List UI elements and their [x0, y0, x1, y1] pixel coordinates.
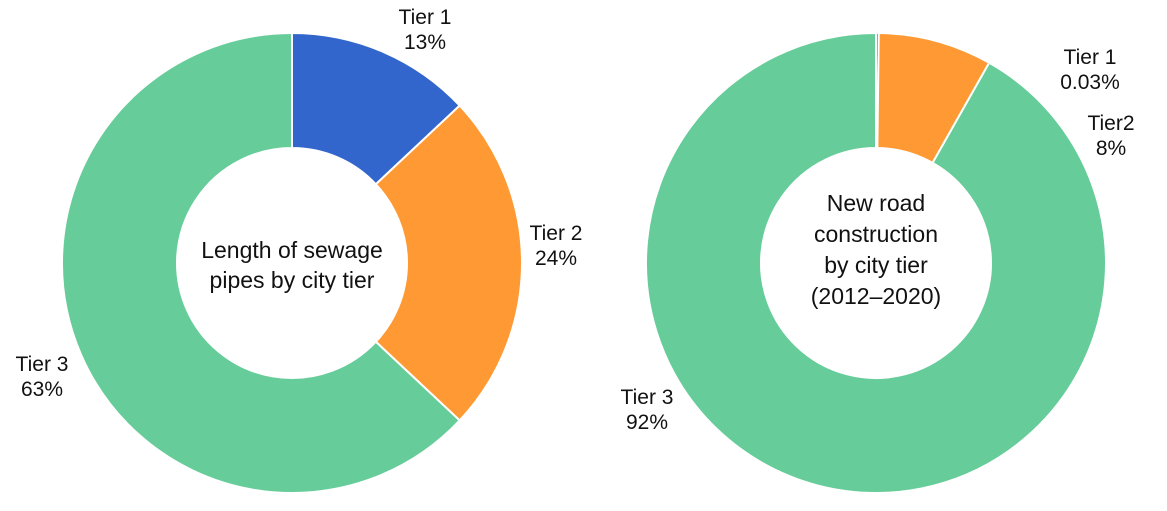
pie-slice-2 — [374, 104, 524, 422]
slice-label-value: 13% — [404, 31, 446, 54]
chart-title-line: Length of sewage — [201, 237, 383, 263]
slice-label-name: Tier 3 — [621, 386, 674, 409]
slice-label-value: 63% — [21, 378, 63, 401]
pie-slice-3 — [645, 31, 1107, 494]
sewage-pipes-donut: Length of sewage pipes by city tier Tier… — [16, 6, 583, 494]
slice-label-value: 0.03% — [1060, 71, 1120, 94]
slice-label-name: Tier2 — [1087, 112, 1134, 135]
slice-label-name: Tier 2 — [530, 222, 583, 245]
new-road-construction-donut: New road construction by city tier (2012… — [621, 31, 1135, 494]
chart-title-line: pipes by city tier — [210, 267, 375, 293]
slice-label-name: Tier 1 — [1064, 46, 1117, 69]
chart-title-line: (2012–2020) — [811, 283, 941, 309]
slice-label-name: Tier 3 — [16, 353, 69, 376]
slice-label-value: 92% — [626, 411, 668, 434]
chart-title-line: construction — [814, 221, 938, 247]
slice-label-value: 8% — [1096, 137, 1126, 160]
pie-slice-3 — [61, 31, 462, 494]
chart-title-line: New road — [827, 190, 925, 216]
chart-title-line: by city tier — [824, 252, 928, 278]
slice-label-value: 24% — [535, 247, 577, 270]
slice-label-name: Tier 1 — [399, 6, 452, 29]
